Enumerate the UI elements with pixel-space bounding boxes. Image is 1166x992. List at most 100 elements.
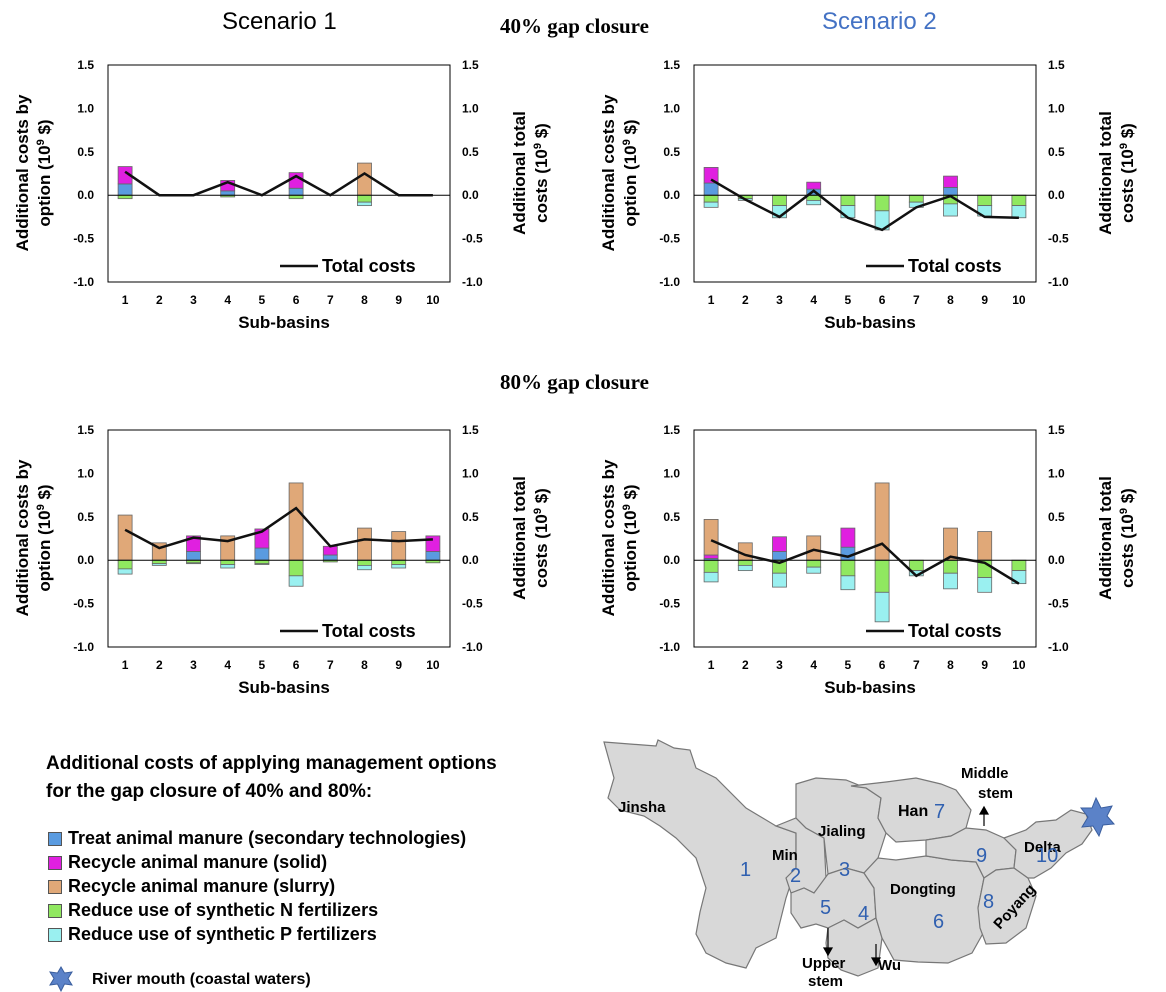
bar-reduceP xyxy=(840,575,856,591)
y-tick-left: 1.5 xyxy=(663,58,680,72)
y-axis-label-right-line1: Additional total xyxy=(1096,476,1115,600)
bar-solid xyxy=(322,545,338,556)
y-axis-label-right-line2: costs (109 $) xyxy=(532,488,551,588)
bar-reduceP xyxy=(737,565,753,572)
legend-label-solid: Recycle animal manure (solid) xyxy=(68,852,328,872)
map-number-5: 5 xyxy=(820,897,831,919)
bar-reduceP xyxy=(943,572,958,590)
x-tick-label: 8 xyxy=(361,293,368,307)
map-label-stem2: stem xyxy=(808,973,843,990)
river-mouth-star-icon xyxy=(1079,796,1116,838)
bar-slurry xyxy=(943,527,958,561)
y-tick-left: 1.0 xyxy=(663,466,680,480)
arrow-upper-stem-head xyxy=(822,947,834,957)
x-tick-label: 5 xyxy=(845,658,852,672)
legend-title-line2: for the gap closure of 40% and 80%: xyxy=(46,781,373,802)
x-tick-label: 7 xyxy=(327,658,334,672)
map-region-jinsha xyxy=(603,739,797,969)
chart-scenario1-40: 1.5 1.5 1.0 1.0 0.5 0.5 0.0 0.0 -0.5 -0.5 -1.0 -1.0… xyxy=(13,58,551,332)
bar-slurry xyxy=(703,519,719,556)
yangtze-basin-map: Jinsha Min Jialing Han Middle stem Delta… xyxy=(603,739,1116,990)
gap80-title: 80% gap closure xyxy=(500,370,649,394)
bar-treat xyxy=(186,551,201,561)
bar-reduceP xyxy=(151,563,167,566)
y-tick-left: 1.0 xyxy=(77,101,94,115)
y-axis-label-left: Additional costs by option (109 $) xyxy=(13,459,54,616)
y-axis-label-right-line2: costs (109 $) xyxy=(1118,488,1137,588)
x-tick-label: 2 xyxy=(156,293,163,307)
x-tick-label: 5 xyxy=(845,293,852,307)
map-region-delta xyxy=(1002,809,1093,879)
y-axis-label-right-line1: Additional total xyxy=(1096,111,1115,235)
bar-treat xyxy=(254,547,270,561)
y-tick-right: 1.5 xyxy=(462,423,479,437)
total-costs-line xyxy=(124,506,433,550)
x-tick-label: 4 xyxy=(810,658,817,672)
y-tick-left: 0.5 xyxy=(77,510,94,524)
y-tick-left: -0.5 xyxy=(659,232,680,246)
legend-swatch-solid xyxy=(48,856,62,870)
legend-swatch-treat xyxy=(48,832,62,846)
bar-reduceP xyxy=(772,572,787,588)
map-label-jinsha: Jinsha xyxy=(618,799,666,816)
y-tick-right: -0.5 xyxy=(1048,232,1069,246)
scenario2-title: Scenario 2 xyxy=(822,8,937,35)
map-label-dongting: Dongting xyxy=(890,881,956,898)
map-label-delta: Delta xyxy=(1024,839,1061,856)
y-axis-label-left-line1: Additional costs by xyxy=(599,94,618,251)
bar-reduceP xyxy=(186,562,201,565)
map-number-8: 8 xyxy=(983,891,994,913)
y-tick-right: 0.0 xyxy=(462,188,479,202)
bar-reduceN xyxy=(220,559,236,565)
plot-area xyxy=(693,64,1037,283)
y-axis-label-right-line1: Additional total xyxy=(510,111,529,235)
x-tick-label: 8 xyxy=(947,293,954,307)
x-tick-label: 10 xyxy=(1012,293,1026,307)
legend-label-reduceP: Reduce use of synthetic P fertilizers xyxy=(68,924,377,944)
x-tick-label: 8 xyxy=(947,658,954,672)
bar-solid xyxy=(425,535,441,552)
y-axis-label-right-line1: Additional total xyxy=(510,476,529,600)
y-tick-left: -1.0 xyxy=(73,275,94,289)
bar-solid xyxy=(772,536,787,552)
bar-reduceP xyxy=(288,575,304,587)
y-axis-label-left-superscript: 9 xyxy=(621,504,633,510)
total-costs-legend-label: Total costs xyxy=(322,621,416,641)
map-number-7: 7 xyxy=(934,801,945,823)
y-axis-label-left-line1: Additional costs by xyxy=(13,459,32,616)
x-tick-label: 3 xyxy=(776,658,783,672)
x-tick-label: 9 xyxy=(395,293,402,307)
x-tick-label: 4 xyxy=(224,293,231,307)
scenario1-title: Scenario 1 xyxy=(222,8,337,35)
x-tick-label: 2 xyxy=(742,293,749,307)
legend-label-slurry: Recycle animal manure (slurry) xyxy=(68,876,336,896)
map-label-min: Min xyxy=(772,847,798,864)
bar-reduceN xyxy=(357,194,372,203)
bar-treat xyxy=(772,551,787,561)
bar-treat xyxy=(425,551,441,561)
x-tick-label: 6 xyxy=(879,658,886,672)
map-label-stem: stem xyxy=(978,785,1013,802)
legend-swatch-slurry xyxy=(48,880,62,894)
y-tick-left: 0.5 xyxy=(663,145,680,159)
bar-reduceP xyxy=(806,566,822,574)
x-tick-label: 7 xyxy=(913,293,920,307)
y-axis-label-right-superscript: 9 xyxy=(1118,143,1130,149)
total-costs-legend-label: Total costs xyxy=(908,621,1002,641)
plot-area xyxy=(107,64,451,283)
bar-reduceN xyxy=(151,559,167,565)
bar-reduceN xyxy=(737,559,753,566)
bar-reduceP xyxy=(357,565,372,571)
x-tick-label: 10 xyxy=(426,293,440,307)
x-tick-label: 4 xyxy=(224,658,231,672)
bar-reduceP xyxy=(943,203,958,217)
bar-reduceN xyxy=(1011,194,1027,207)
bar-solid xyxy=(703,167,719,184)
x-tick-label: 9 xyxy=(395,658,402,672)
y-tick-right: 1.0 xyxy=(1048,101,1065,115)
bar-solid xyxy=(840,527,856,548)
y-tick-right: -0.5 xyxy=(462,597,483,611)
x-tick-label: 3 xyxy=(190,293,197,307)
y-tick-right: 0.5 xyxy=(462,510,479,524)
y-axis-label-left-line1: Additional costs by xyxy=(13,94,32,251)
